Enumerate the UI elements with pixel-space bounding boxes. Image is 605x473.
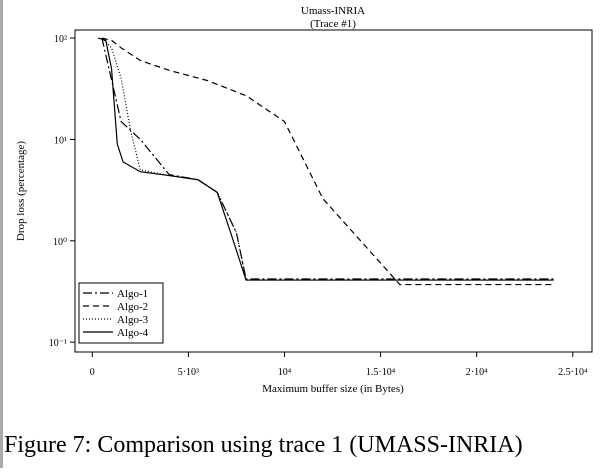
- legend-box: [78, 282, 164, 344]
- legend-label: Algo-1: [117, 288, 148, 300]
- y-tick-label: 10¹: [54, 135, 67, 146]
- legend-label: Algo-3: [117, 314, 149, 326]
- series-line: [101, 37, 554, 286]
- chart-subtitle: (Trace #1): [310, 18, 356, 30]
- x-tick-label: 0: [90, 367, 95, 378]
- left-border: [0, 0, 3, 468]
- y-tick-label: 10²: [54, 34, 67, 45]
- series-line: [101, 37, 554, 281]
- x-tick-label: 2.5·10⁴: [558, 367, 588, 378]
- y-tick-label: 10⁻¹: [49, 338, 67, 349]
- x-tick-label: 1.5·10⁴: [366, 367, 396, 378]
- figure-caption: Figure 7: Comparison using trace 1 (UMAS…: [4, 432, 523, 458]
- x-tick-label: 10⁴: [278, 367, 292, 378]
- y-axis-label: Drop loss (percentage): [15, 141, 27, 242]
- legend-label: Algo-4: [117, 327, 149, 339]
- x-tick-label: 2·10⁴: [466, 367, 488, 378]
- x-tick-label: 5·10³: [178, 367, 199, 378]
- chart-title: Umass-INRIA: [301, 5, 365, 17]
- plot-frame: [74, 29, 593, 353]
- x-axis-label: Maximum buffer size (in Bytes): [262, 383, 404, 395]
- y-tick-label: 10⁰: [53, 237, 67, 248]
- series-line: [101, 37, 554, 280]
- legend-label: Algo-2: [117, 301, 148, 313]
- series-line: [97, 37, 554, 281]
